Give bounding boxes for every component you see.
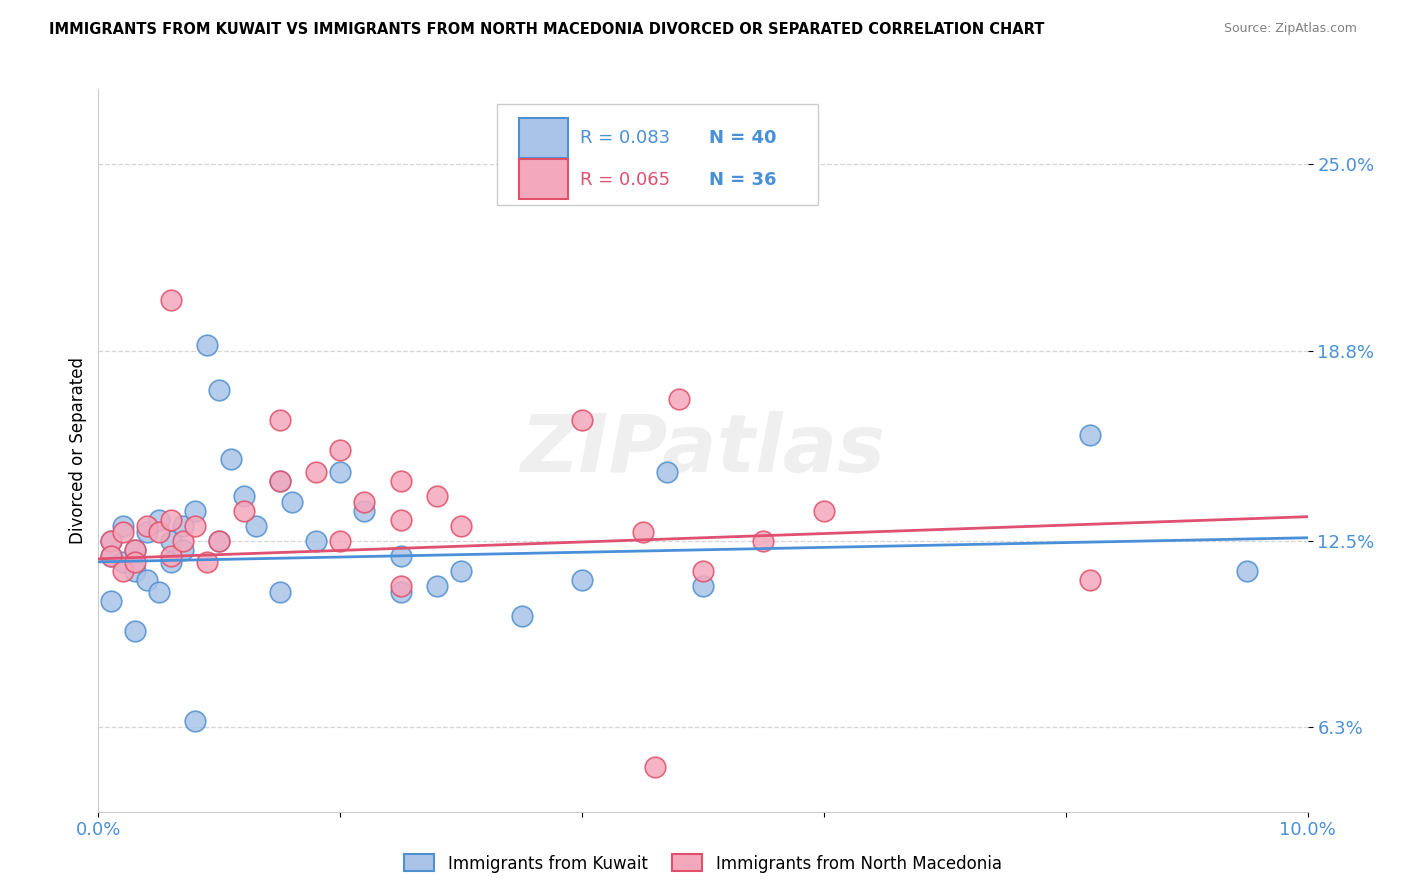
Point: [571, 573, 593, 587]
Point: [655, 465, 678, 479]
Point: [426, 489, 449, 503]
FancyBboxPatch shape: [498, 103, 818, 205]
Point: [195, 555, 218, 569]
Point: [232, 489, 254, 503]
Point: [148, 585, 170, 599]
Point: [692, 579, 714, 593]
Point: [305, 533, 328, 548]
Point: [510, 609, 533, 624]
Point: [571, 413, 593, 427]
Text: R = 0.083: R = 0.083: [579, 129, 669, 147]
Point: [510, 163, 533, 178]
Point: [124, 564, 146, 578]
Point: [389, 585, 412, 599]
Point: [281, 494, 304, 508]
Point: [100, 533, 122, 548]
Point: [135, 573, 157, 587]
Point: [389, 549, 412, 563]
Point: [329, 465, 352, 479]
Point: [269, 413, 291, 427]
Point: [148, 513, 170, 527]
Point: [124, 542, 146, 557]
Point: [232, 503, 254, 517]
Point: [692, 564, 714, 578]
Point: [135, 524, 157, 539]
Text: IMMIGRANTS FROM KUWAIT VS IMMIGRANTS FROM NORTH MACEDONIA DIVORCED OR SEPARATED : IMMIGRANTS FROM KUWAIT VS IMMIGRANTS FRO…: [49, 22, 1045, 37]
Point: [124, 555, 146, 569]
Point: [1078, 428, 1101, 442]
Point: [426, 579, 449, 593]
Point: [184, 503, 207, 517]
Point: [184, 714, 207, 729]
Text: Source: ZipAtlas.com: Source: ZipAtlas.com: [1223, 22, 1357, 36]
Point: [329, 443, 352, 458]
Text: R = 0.065: R = 0.065: [579, 170, 669, 188]
Point: [389, 474, 412, 488]
Point: [100, 533, 122, 548]
Point: [221, 452, 243, 467]
Point: [269, 585, 291, 599]
Point: [160, 549, 183, 563]
Point: [1236, 564, 1258, 578]
Text: ZIPatlas: ZIPatlas: [520, 411, 886, 490]
Point: [160, 513, 183, 527]
Point: [135, 518, 157, 533]
Point: [111, 518, 134, 533]
Point: [389, 513, 412, 527]
Point: [111, 564, 134, 578]
Point: [160, 293, 183, 307]
Point: [172, 518, 194, 533]
Point: [124, 624, 146, 639]
Point: [1078, 573, 1101, 587]
Legend: Immigrants from Kuwait, Immigrants from North Macedonia: Immigrants from Kuwait, Immigrants from …: [398, 847, 1008, 880]
Point: [148, 524, 170, 539]
Point: [160, 533, 183, 548]
Point: [100, 549, 122, 563]
Point: [100, 549, 122, 563]
Point: [353, 503, 375, 517]
Point: [208, 384, 231, 398]
FancyBboxPatch shape: [519, 118, 568, 158]
Point: [329, 533, 352, 548]
FancyBboxPatch shape: [519, 160, 568, 199]
Point: [631, 524, 654, 539]
Point: [195, 338, 218, 352]
Point: [208, 533, 231, 548]
Point: [111, 555, 134, 569]
Text: N = 36: N = 36: [709, 170, 776, 188]
Point: [245, 518, 267, 533]
Point: [813, 503, 835, 517]
Point: [450, 564, 472, 578]
Point: [100, 594, 122, 608]
Point: [305, 465, 328, 479]
Point: [668, 392, 690, 407]
Point: [752, 533, 775, 548]
Point: [353, 494, 375, 508]
Point: [389, 579, 412, 593]
Point: [208, 533, 231, 548]
Point: [269, 474, 291, 488]
Y-axis label: Divorced or Separated: Divorced or Separated: [69, 357, 87, 544]
Text: N = 40: N = 40: [709, 129, 776, 147]
Point: [269, 474, 291, 488]
Point: [450, 518, 472, 533]
Point: [124, 542, 146, 557]
Point: [111, 524, 134, 539]
Point: [184, 518, 207, 533]
Point: [172, 542, 194, 557]
Point: [160, 555, 183, 569]
Point: [644, 759, 666, 773]
Point: [172, 533, 194, 548]
